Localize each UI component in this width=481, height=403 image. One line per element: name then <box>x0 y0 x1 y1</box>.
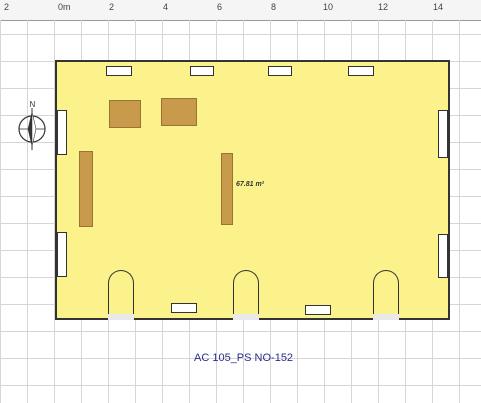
ruler-label: 8 <box>271 2 277 12</box>
window-icon[interactable] <box>305 305 331 315</box>
window-icon[interactable] <box>190 66 214 76</box>
grid-line-vertical <box>459 20 460 403</box>
north-arrow-icon: N <box>16 98 48 158</box>
grid-line-horizontal <box>0 358 481 359</box>
grid-line-horizontal <box>0 385 481 386</box>
door-swing-icon[interactable] <box>108 270 134 314</box>
window-icon[interactable] <box>438 110 448 158</box>
ruler-label: 14 <box>433 2 444 12</box>
window-icon[interactable] <box>106 66 132 76</box>
grid-line-horizontal <box>0 34 481 35</box>
room-code-label: AC 105_PS NO-152 <box>194 352 294 364</box>
top-ruler: 2 0m 2 4 6 8 10 12 14 <box>0 0 481 21</box>
window-icon[interactable] <box>57 110 67 155</box>
furniture-block[interactable] <box>79 151 93 227</box>
window-icon[interactable] <box>348 66 374 76</box>
ruler-label: 4 <box>163 2 169 12</box>
door-threshold <box>373 314 399 320</box>
ruler-label: 0m <box>58 2 71 12</box>
room-area-label: 67.81 m² <box>236 181 265 188</box>
furniture-block[interactable] <box>221 153 233 225</box>
door-threshold <box>108 314 134 320</box>
ruler-label: 6 <box>217 2 223 12</box>
door-swing-icon[interactable] <box>373 270 399 314</box>
window-icon[interactable] <box>268 66 292 76</box>
ruler-label: 10 <box>323 2 334 12</box>
furniture-block[interactable] <box>161 98 197 126</box>
grid-line-vertical <box>54 20 55 403</box>
grid-line-vertical <box>27 20 28 403</box>
ruler-label: 2 <box>4 2 10 12</box>
ruler-label: 12 <box>378 2 389 12</box>
door-threshold <box>233 314 259 320</box>
furniture-block[interactable] <box>109 100 141 128</box>
grid-line-vertical <box>0 20 1 403</box>
window-icon[interactable] <box>438 234 448 278</box>
compass-label: N <box>30 100 36 109</box>
ruler-label: 2 <box>109 2 115 12</box>
window-icon[interactable] <box>171 303 197 313</box>
door-swing-icon[interactable] <box>233 270 259 314</box>
north-arrow-svg: N <box>18 100 46 150</box>
grid-line-horizontal <box>0 331 481 332</box>
window-icon[interactable] <box>57 232 67 277</box>
